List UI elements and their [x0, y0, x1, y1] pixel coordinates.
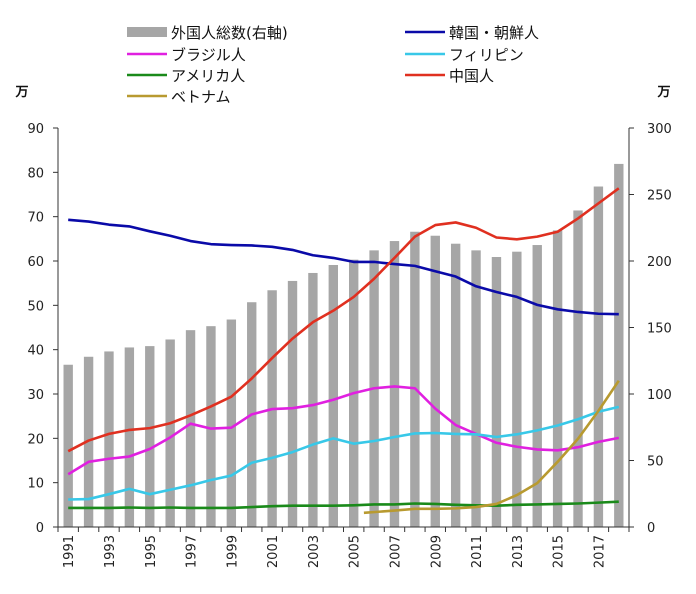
- x-tick-label: 2001: [266, 535, 281, 568]
- bar: [104, 351, 114, 527]
- bar-series: [63, 163, 624, 528]
- bar: [491, 257, 502, 527]
- left-tick-label: 40: [27, 344, 44, 359]
- x-tick-label: 1999: [225, 535, 240, 568]
- bar: [328, 264, 338, 527]
- axes: [57, 128, 630, 528]
- x-tick-label: 1997: [185, 535, 200, 568]
- x-tick-label: 2009: [429, 535, 444, 568]
- x-tick-label: 1993: [103, 535, 118, 568]
- bar: [471, 250, 481, 528]
- series-line: [68, 405, 620, 501]
- legend-label: 外国人総数(右軸): [171, 24, 288, 42]
- bar: [430, 235, 440, 528]
- x-axis-ticks: 1991 1993 1995 1997 1999 2001 2003 2005 2007 2009…: [57, 527, 630, 568]
- bar: [145, 346, 155, 527]
- x-tick-label: 2017: [592, 535, 607, 568]
- left-tick-label: 20: [27, 432, 44, 447]
- bar: [552, 230, 563, 527]
- left-tick-label: 70: [27, 211, 44, 226]
- bar: [450, 243, 461, 527]
- x-tick-label: 2015: [552, 535, 567, 568]
- left-tick-label: 80: [27, 166, 44, 181]
- x-tick-label: 1995: [144, 535, 159, 568]
- x-tick-label: 2005: [348, 535, 363, 568]
- series-line: [363, 379, 620, 515]
- right-tick-label: 200: [647, 255, 672, 270]
- bar: [532, 245, 542, 528]
- bar: [573, 210, 583, 527]
- bar: [287, 280, 298, 527]
- bar: [308, 272, 318, 527]
- bar: [410, 231, 420, 528]
- left-tick-label: 30: [27, 388, 44, 403]
- bar: [206, 326, 216, 527]
- x-tick-label: 2013: [511, 535, 526, 568]
- right-tick-label: 100: [647, 388, 672, 403]
- line-series: [67, 187, 620, 515]
- bar: [185, 330, 196, 527]
- legend-label: アメリカ人: [171, 67, 245, 85]
- series-line: [68, 218, 619, 316]
- legend-label: 中国人: [449, 67, 494, 85]
- legend-label: 韓国・朝鮮人: [449, 24, 539, 42]
- right-tick-label: 150: [647, 322, 672, 337]
- right-axis-ticks: 0 50 100 150 200 250 300: [629, 122, 672, 536]
- x-tick-label: 1991: [62, 535, 77, 568]
- x-tick-label: 2003: [307, 535, 322, 568]
- bar: [63, 364, 73, 527]
- legend-label: ベトナム: [171, 88, 231, 106]
- right-tick-label: 300: [647, 122, 672, 137]
- left-axis-unit: 万: [14, 85, 28, 100]
- legend-swatch: [127, 27, 167, 37]
- left-tick-label: 0: [36, 521, 44, 536]
- right-axis-unit: 万: [656, 85, 670, 100]
- bar: [165, 339, 175, 527]
- series-line: [67, 187, 620, 453]
- series-line: [67, 385, 620, 476]
- right-tick-label: 50: [647, 455, 664, 470]
- bar: [389, 241, 400, 528]
- left-axis-ticks: 0 10 20 30 40 50 60 70 80 90: [27, 122, 58, 536]
- left-tick-label: 90: [27, 122, 44, 137]
- legend-label: ブラジル人: [171, 46, 246, 64]
- bar: [512, 251, 522, 527]
- x-tick-label: 2007: [388, 535, 403, 568]
- right-tick-label: 250: [647, 189, 672, 204]
- bar: [124, 347, 135, 527]
- series-line: [68, 500, 619, 510]
- bar: [226, 319, 237, 527]
- bar: [614, 163, 624, 527]
- bar: [593, 186, 604, 527]
- left-tick-label: 10: [27, 477, 44, 492]
- right-tick-label: 0: [647, 521, 655, 536]
- left-tick-label: 60: [27, 255, 44, 270]
- legend-label: フィリピン: [449, 46, 524, 64]
- left-tick-label: 50: [27, 299, 44, 314]
- x-tick-label: 2011: [470, 535, 485, 568]
